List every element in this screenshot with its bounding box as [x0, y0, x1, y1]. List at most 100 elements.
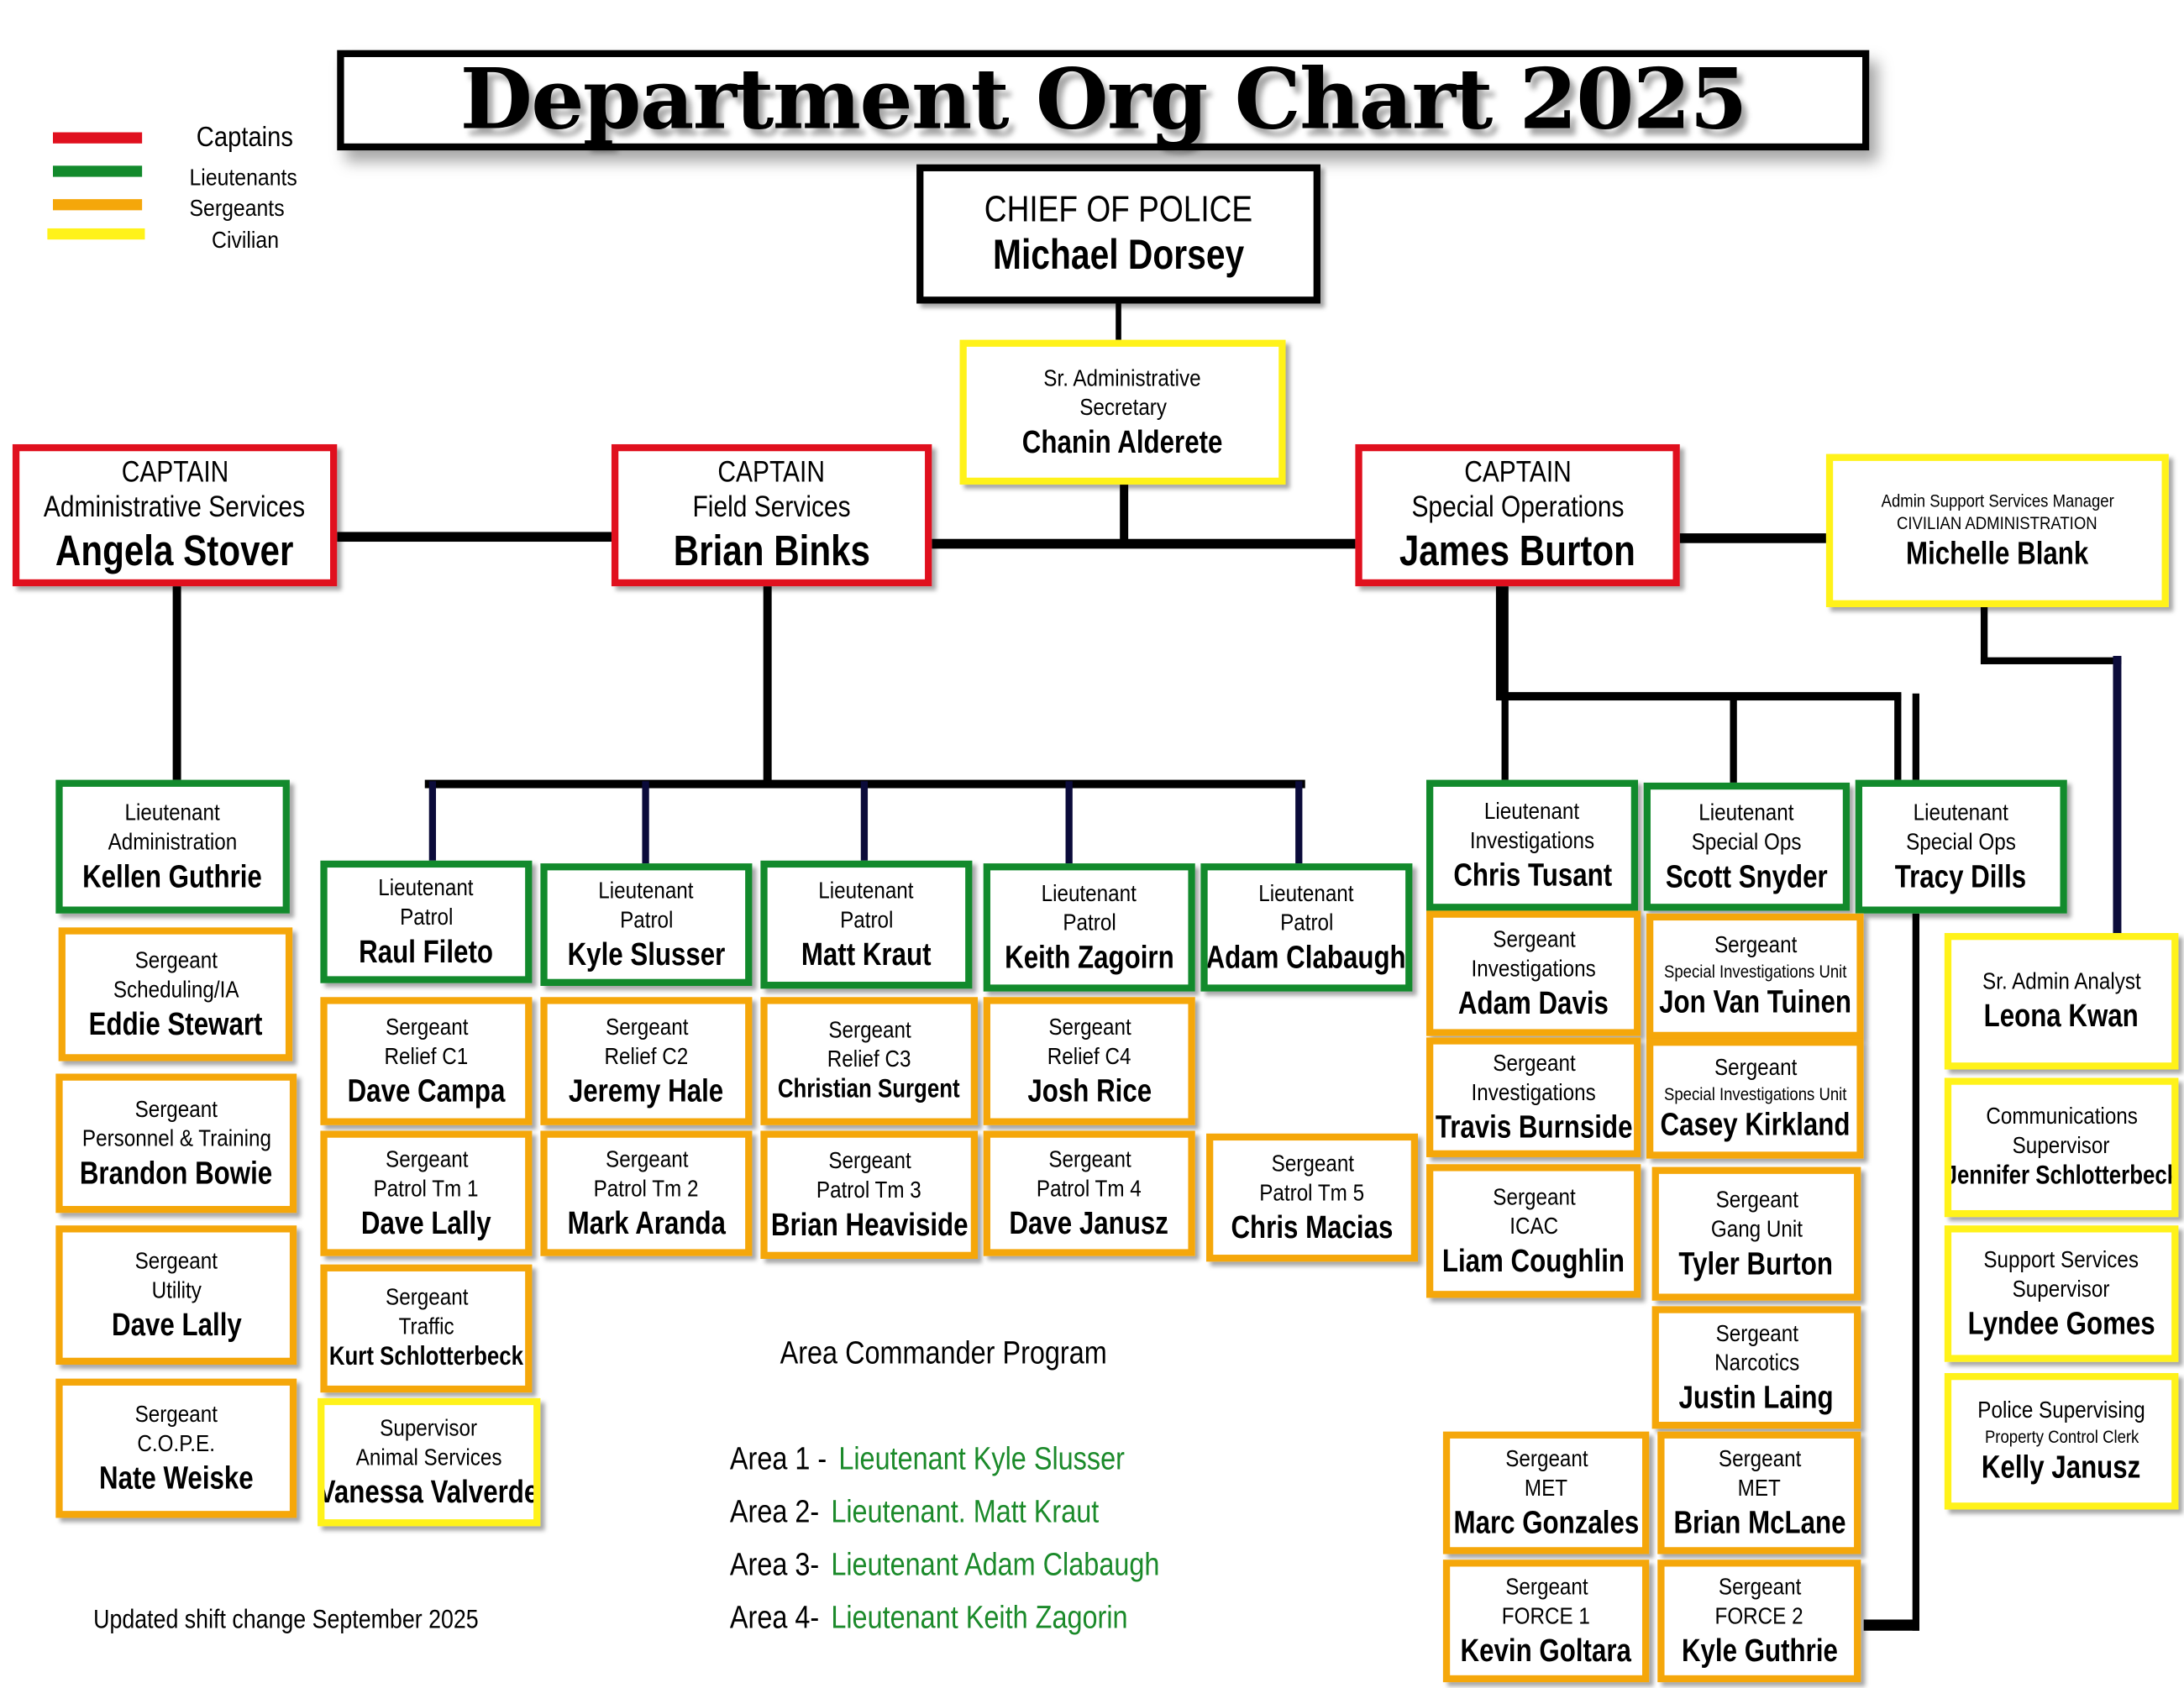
org-box-lt-patrol-zagoirn: Lieutenant Patrol Keith Zagoirn	[983, 863, 1195, 992]
org-box-sgt-cope: Sergeant C.O.P.E. Nate Weiske	[55, 1378, 297, 1518]
org-box-support-services-supervisor: Support Services Supervisor Lyndee Gomes	[1944, 1225, 2179, 1362]
org-box-lt-patrol-slusser: Lieutenant Patrol Kyle Slusser	[540, 863, 753, 987]
box-title-line: Lieutenant	[598, 877, 695, 904]
box-title-line: Special Investigations Unit	[1663, 961, 1847, 983]
box-title-line: Patrol Tm 2	[593, 1175, 699, 1202]
box-person-name: Dave Campa	[347, 1072, 506, 1109]
box-title-line: Animal Services	[355, 1444, 502, 1470]
connector-line	[1495, 582, 1509, 701]
box-title-line: Scheduling/IA	[113, 976, 239, 1003]
box-title-line: Sergeant	[1047, 1145, 1131, 1173]
box-title-line: Field Services	[692, 491, 851, 524]
box-title-line: Sr. Admin Analyst	[1982, 968, 2141, 995]
org-box-secretary: Sr. Administrative Secretary Chanin Aldere…	[959, 339, 1286, 485]
area-commander-title: Area Commander Program	[780, 1334, 1107, 1371]
box-person-name: Nate Weiske	[98, 1458, 254, 1496]
box-person-name: Chris Macias	[1231, 1208, 1394, 1245]
box-title-line: Investigations	[1471, 955, 1596, 982]
area-commander-row: Area 4- Lieutenant Keith Zagorin	[730, 1599, 1128, 1637]
box-person-name: Kellen Guthrie	[82, 857, 263, 894]
legend-swatch-captains	[53, 132, 143, 144]
box-person-name: Michael Dorsey	[992, 232, 1245, 278]
org-box-captain-special: CAPTAIN Special Operations James Burton	[1355, 443, 1680, 587]
org-box-sgt-relief-c3: Sergeant Relief C3 Christian Surgent	[760, 997, 979, 1125]
area-label: Area 4-	[729, 1598, 820, 1635]
box-title-line: Investigations	[1469, 826, 1595, 854]
connector-line	[1980, 656, 2121, 664]
box-title-line: Sr. Administrative	[1043, 364, 1202, 392]
box-title-line: Patrol	[1279, 909, 1334, 936]
box-person-name: Kelly Janusz	[1982, 1448, 2141, 1485]
org-box-sgt-patrol-tm3: Sergeant Patrol Tm 3 Brian Heaviside	[760, 1130, 979, 1260]
box-title-line: Sergeant	[1718, 1573, 1801, 1601]
box-title-line: Sergeant	[827, 1017, 911, 1044]
connector-line	[927, 537, 1361, 548]
connector-line	[2113, 656, 2122, 937]
connector-line	[641, 780, 648, 868]
box-title-line: Relief C1	[384, 1042, 469, 1070]
org-box-sgt-patrol-tm2: Sergeant Patrol Tm 2 Mark Aranda	[540, 1130, 753, 1256]
org-box-lt-patrol-clabaugh: Lieutenant Patrol Adam Clabaugh	[1200, 863, 1413, 992]
org-box-sgt-siu-vantuinen: Sergeant Special Investigations Unit Jon V…	[1646, 913, 1864, 1040]
org-box-captain-field: CAPTAIN Field Services Brian Binks	[611, 443, 932, 587]
box-title-line: Patrol	[619, 906, 674, 933]
org-box-communications-supervisor: Communications Supervisor Jennifer Schlott…	[1944, 1077, 2179, 1218]
box-person-name: Raul Fileto	[359, 932, 494, 969]
org-box-sgt-scheduling: Sergeant Scheduling/IA Eddie Stewart	[58, 927, 293, 1062]
box-title-line: CHIEF OF POLICE	[984, 187, 1253, 230]
box-person-name: Chris Tusant	[1452, 855, 1612, 893]
box-title-line: Gang Unit	[1710, 1215, 1803, 1242]
org-box-admin-support-manager: Admin Support Services Manager CIVILIAN A…	[1825, 453, 2169, 607]
org-box-lt-patrol-kraut: Lieutenant Patrol Matt Kraut	[760, 860, 973, 989]
org-box-sgt-patrol-tm5: Sergeant Patrol Tm 5 Chris Macias	[1206, 1133, 1419, 1262]
box-person-name: Travis Burnside	[1435, 1108, 1633, 1145]
box-person-name: Justin Laing	[1678, 1377, 1835, 1414]
box-person-name: Brian Heaviside	[770, 1205, 969, 1242]
org-box-sgt-inv-davis: Sergeant Investigations Adam Davis	[1425, 910, 1641, 1036]
box-person-name: Kyle Guthrie	[1681, 1631, 1838, 1668]
box-person-name: Adam Davis	[1458, 983, 1609, 1020]
box-title-line: Special Ops	[1692, 828, 1802, 855]
connector-line	[428, 780, 436, 864]
org-box-sgt-relief-c1: Sergeant Relief C1 Dave Campa	[320, 997, 533, 1125]
box-person-name: Liam Coughlin	[1442, 1241, 1625, 1278]
area-label: Area 1 -	[729, 1439, 827, 1476]
box-title-line: Sergeant	[1714, 1186, 1798, 1214]
legend-swatch-sergeants	[53, 199, 143, 211]
org-box-sr-admin-analyst: Sr. Admin Analyst Leona Kwan	[1944, 932, 2179, 1070]
box-person-name: Brandon Bowie	[80, 1153, 273, 1190]
box-title-line: Sergeant	[1714, 932, 1797, 959]
legend-label: Captains	[196, 122, 293, 154]
connector-line	[1064, 780, 1072, 868]
box-person-name: Jon Van Tuinen	[1658, 983, 1851, 1020]
box-person-name: Jennifer Schlotterbeck	[1944, 1161, 2179, 1191]
org-box-captain-admin: CAPTAIN Administrative Services Angela Sto…	[12, 443, 338, 587]
box-title-line: Sergeant	[1047, 1014, 1131, 1041]
box-title-line: Sergeant	[605, 1145, 688, 1173]
area-commander-name: Lieutenant Kyle Slusser	[838, 1439, 1125, 1476]
area-label: Area 2-	[729, 1492, 820, 1529]
box-title-line: Patrol	[1063, 909, 1116, 936]
box-title-line: Lieutenant	[124, 799, 221, 826]
box-title-line: Sergeant	[1270, 1150, 1354, 1177]
box-person-name: Tyler Burton	[1679, 1244, 1834, 1281]
box-person-name: Dave Lally	[361, 1203, 491, 1240]
org-box-sgt-patrol-tm4: Sergeant Patrol Tm 4 Dave Janusz	[983, 1130, 1195, 1256]
box-person-name: Adam Clabaugh	[1206, 937, 1407, 974]
box-title-line: Special Ops	[1906, 828, 2017, 855]
org-box-sgt-force1: Sergeant FORCE 1 Kevin Goltara	[1442, 1560, 1650, 1683]
legend-label: Civilian	[212, 227, 280, 254]
box-title-line: Sergeant	[1492, 1183, 1575, 1211]
box-person-name: Lyndee Gomes	[1967, 1303, 2155, 1341]
box-person-name: Casey Kirkland	[1660, 1105, 1851, 1142]
box-title-line: Supervisor	[2013, 1275, 2111, 1303]
box-person-name: James Burton	[1399, 526, 1636, 575]
connector-line	[1294, 780, 1302, 868]
box-title-line: Supervisor	[380, 1414, 478, 1442]
box-person-name: Kevin Goltara	[1460, 1631, 1632, 1668]
box-title-line: CIVILIAN ADMINISTRATION	[1897, 511, 2098, 533]
box-title-line: Sergeant	[827, 1147, 911, 1174]
area-commander-name: Lieutenant Keith Zagorin	[831, 1598, 1128, 1635]
area-commander-name: Lieutenant. Matt Kraut	[831, 1492, 1100, 1529]
